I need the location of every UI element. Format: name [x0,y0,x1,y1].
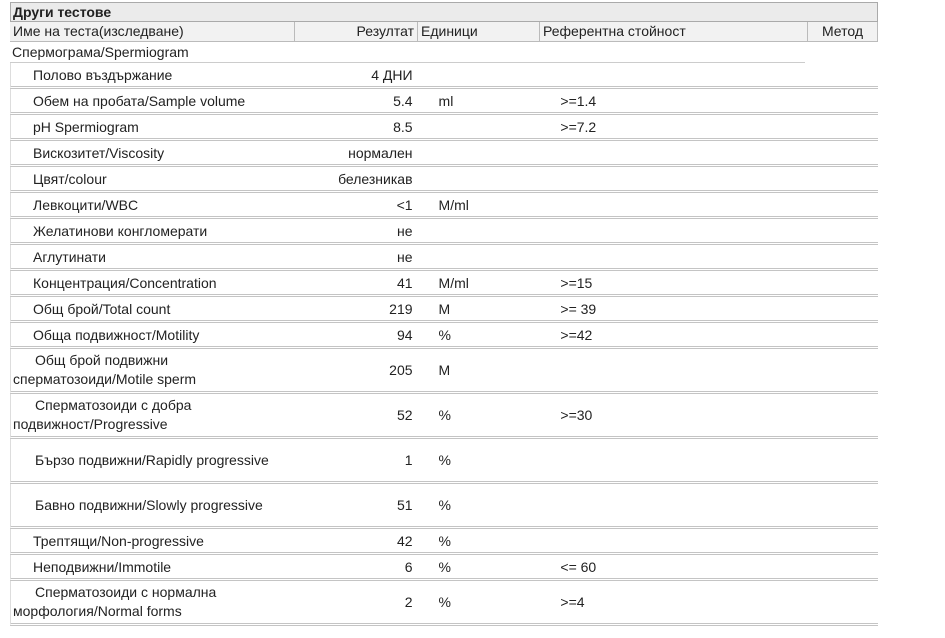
table-row: Полово въздържание 4 ДНИ [10,63,878,89]
table-row: Бързо подвижни/Rapidly progressive 1% [10,439,878,484]
test-result: 41 [396,274,413,291]
test-result: 205 [389,362,413,378]
test-unit: % [438,497,451,513]
test-unit: M [438,362,451,378]
test-name: Неподвижни/Immotile [33,558,172,575]
table-row: Желатинови конгломерати не [10,219,878,245]
column-header-result: Резултат [295,22,418,41]
test-name: Полово въздържание [33,66,173,83]
test-name: Сперматозоиди с добра подвижност/Progres… [13,397,192,432]
test-reference: >=4 [560,594,585,610]
test-result: 1 [404,452,413,468]
table-row: Общ брой подвижни сперматозоиди/Motile s… [10,349,878,394]
test-result: не [397,222,413,239]
test-result: белезникав [338,170,413,187]
test-result: 42 [396,532,413,549]
section-title: Други тестове [10,2,878,22]
test-result: нормален [348,144,413,161]
test-unit: % [438,532,451,549]
test-unit: % [438,594,451,610]
table-row: Общ брой/Total count 219 M >= 39 [10,297,878,323]
column-header-method: Метод [808,22,878,41]
table-row: Неподвижни/Immotile 6% <= 60 [10,555,878,581]
table-row: Бавно подвижни/Slowly progressive 51% [10,484,878,529]
results-table: Други тестове Име на теста(изследване) Р… [10,2,878,626]
table-row: Аглутинати не [10,245,878,271]
table-row: Концентрация/Concentration 41 M/ml >=15 [10,271,878,297]
table-header: Име на теста(изследване) Резултат Единиц… [10,22,878,42]
table-row: Сперматозоиди с добра подвижност/Progres… [10,394,878,439]
table-row: Сперматозоиди с нормална морфология/Norm… [10,581,878,626]
test-result: 8.5 [393,118,413,135]
test-reference: >=7.2 [560,118,597,135]
group-title: Спермограма/Spermiogram [10,42,805,63]
test-result: 94 [396,326,413,343]
test-name: Обща подвижност/Motility [33,326,200,343]
column-header-units: Единици [418,22,540,41]
test-name: Вискозитет/Viscosity [33,144,165,161]
test-name: Аглутинати [33,248,106,265]
table-body: Полово въздържание 4 ДНИ Обем на пробата/S… [10,63,878,626]
test-unit: ml [438,92,454,109]
table-row: pH Spermiogram 8.5 >=7.2 [10,115,878,141]
test-name: Сперматозоиди с нормална морфология/Norm… [13,584,217,619]
test-unit: % [438,407,451,423]
test-unit: M/ml [438,274,469,291]
test-unit: % [438,558,451,575]
test-result: 52 [396,407,413,423]
table-row: Левкоцити/WBC <1 M/ml [10,193,878,219]
test-reference: >=1.4 [560,92,597,109]
test-name: Трептящи/Non-progressive [33,532,204,549]
test-unit: % [438,452,451,468]
table-row: Обща подвижност/Motility 94% >=42 [10,323,878,349]
test-name: Бързо подвижни/Rapidly progressive [35,451,269,468]
test-reference: >=42 [560,326,593,343]
test-result: <1 [396,196,413,213]
test-reference: >=30 [560,407,593,423]
test-result: 51 [396,497,413,513]
test-reference: >=15 [560,274,593,291]
test-name: Бавно подвижни/Slowly progressive [35,496,263,513]
table-row: Вискозитет/Viscosity нормален [10,141,878,167]
test-name: Общ брой подвижни сперматозоиди/Motile s… [13,352,197,387]
test-result: 5.4 [393,92,413,109]
test-result: 219 [389,300,413,317]
column-header-name: Име на теста(изследване) [10,22,295,41]
table-row: Цвят/colour белезникав [10,167,878,193]
test-result: 4 ДНИ [371,66,413,83]
test-name: Левкоцити/WBC [33,196,139,213]
test-result: 2 [404,594,413,610]
test-result: не [397,248,413,265]
test-name: Общ брой/Total count [33,300,171,317]
table-row: Трептящи/Non-progressive 42% [10,529,878,555]
test-unit: M [438,300,451,317]
table-row: Обем на пробата/Sample volume 5.4 ml >=1.4 [10,89,878,115]
test-result: 6 [404,558,413,575]
test-name: Концентрация/Concentration [33,274,217,291]
test-unit: M/ml [438,196,469,213]
test-name: pH Spermiogram [33,118,139,135]
test-name: Цвят/colour [33,170,107,187]
test-unit: % [438,326,451,343]
test-reference: <= 60 [560,558,597,575]
test-name: Желатинови конгломерати [33,222,208,239]
test-reference: >= 39 [560,300,597,317]
column-header-reference: Референтна стойност [540,22,808,41]
test-name: Обем на пробата/Sample volume [33,92,246,109]
